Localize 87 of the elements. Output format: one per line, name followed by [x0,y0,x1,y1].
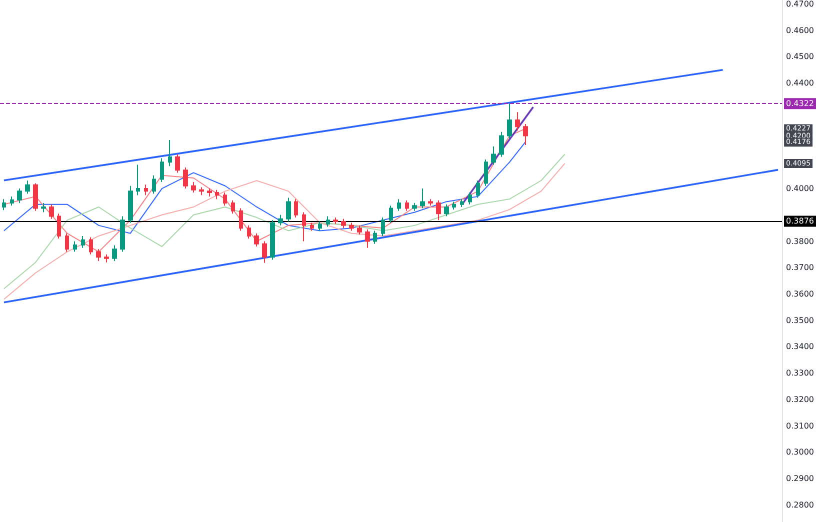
candlestick [120,216,125,252]
y-tick-label: 0.3800 [786,236,814,246]
candlestick [168,140,172,167]
candlestick [2,198,6,211]
candlestick [247,224,251,240]
candlestick [73,240,77,252]
candlestick [412,202,417,212]
y-tick-label: 0.4000 [786,184,814,194]
candlestick [49,204,54,220]
candlestick [436,200,441,221]
candlestick [452,201,456,210]
candlestick [207,188,212,197]
candlestick [333,217,338,225]
candlestick [239,208,243,232]
candlestick [515,112,520,132]
candlestick [270,220,275,260]
y-tick-label: 0.3100 [786,421,814,430]
y-tick-label: 0.4500 [786,52,814,62]
line-series [3,128,526,252]
candlestick [199,186,204,196]
candlestick [341,218,346,229]
line-series [3,142,526,234]
candlestick [491,146,496,166]
candlestick [81,235,85,248]
candlestick [444,204,449,217]
candlestick [136,164,140,196]
y-tick-label: 0.3000 [786,448,814,457]
candlestick [33,182,38,212]
candlestick [262,240,267,264]
candlestick [175,154,180,174]
candlestick [96,248,101,262]
candlestick [476,180,480,198]
candlestick [215,189,219,200]
candlestick [286,197,291,222]
candlestick [144,184,148,196]
candlestick [254,232,259,248]
ref-line-label: 0.3876 [786,216,814,226]
y-tick-label: 0.3600 [786,289,814,298]
y-tick-label: 0.3700 [786,263,814,272]
candlestick [318,220,322,232]
candlestick [484,159,488,186]
candlestick [397,198,401,212]
candlestick [302,212,306,242]
ref-line-label: 0.4322 [786,99,814,108]
candlestick [523,123,528,146]
candlestick [17,188,22,204]
candlestick [294,198,298,218]
candlestick [326,216,330,228]
y-tick-label: 0.2800 [786,500,814,510]
candlestick [420,188,425,209]
y-tick-label: 0.4700 [786,0,814,8]
candlestick [183,166,188,190]
candlestick [65,232,69,252]
y-tick-label: 0.4400 [786,78,814,88]
candlestick [89,236,93,255]
y-tick-label: 0.3400 [786,342,814,352]
candlestick [405,200,409,212]
candlestick [381,217,385,236]
candlestick [389,205,393,224]
candlestick [349,222,354,232]
candlestick [468,192,472,205]
candlestick [112,244,117,262]
candlestick [231,200,235,214]
candlestick [223,192,227,206]
candlestick [41,202,46,213]
candlestick [460,198,464,208]
candlestick [104,254,109,263]
candlestick [373,230,377,244]
candlestick [365,228,370,248]
candlestick [357,224,362,236]
candlestick [128,185,133,224]
candlestick [152,174,156,194]
candlestick [310,222,314,232]
y-tick-label: 0.3200 [786,394,814,404]
candlestick [160,158,164,182]
y-tick-label: 0.3500 [786,316,814,325]
candlestick [428,198,433,206]
candlestick [25,180,30,194]
candlestick [278,214,283,226]
candlestick [499,131,504,158]
y-tick-label: 0.3300 [786,368,814,378]
y-tick-label: 0.2900 [786,474,814,484]
candlestick [10,196,14,206]
candlestick [191,181,196,193]
candlestick [57,213,61,240]
y-tick-label: 0.4600 [786,26,814,35]
candlestick [507,103,512,139]
